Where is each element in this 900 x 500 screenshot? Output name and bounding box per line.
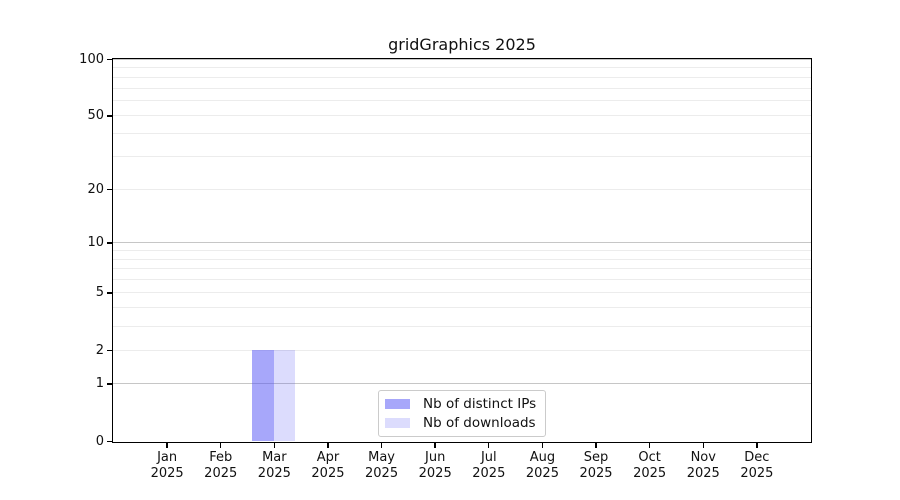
bar-nb-of-distinct-ips [252,350,274,441]
y-axis-tick [107,440,112,443]
gridline-minor [113,279,811,281]
legend-label: Nb of downloads [423,415,536,432]
gridline-minor [113,133,811,135]
x-axis-tick [220,443,222,448]
gridline-minor [113,67,811,69]
y-axis-tick-label: 0 [95,433,104,449]
y-axis-tick [107,115,112,117]
y-axis-tick [107,188,112,191]
x-axis-tick-label: Jul 2025 [472,450,506,481]
x-axis-tick [648,443,651,448]
gridline-minor [113,258,811,260]
gridline-minor [113,115,811,117]
y-axis-tick [107,242,112,244]
x-axis-tick [702,443,704,448]
gridline-minor [113,325,811,327]
y-axis-tick [107,58,112,61]
x-axis-tick-label: Oct 2025 [633,450,667,481]
x-axis-tick [434,443,436,448]
x-axis-tick-label: Apr 2025 [311,450,345,481]
x-axis-tick [541,443,544,448]
x-axis-tick [166,443,168,448]
legend-swatch-distinct-ips [385,398,410,409]
gridline-minor [113,76,811,78]
x-axis-tick-label: Jan 2025 [150,450,184,481]
gridline-minor [113,249,811,251]
x-axis-tick [380,443,383,448]
x-axis-tick-label: May 2025 [365,450,399,481]
gridline-minor [113,292,811,294]
gridline-minor [113,307,811,309]
gridline-minor [113,156,811,158]
gridline-minor [113,100,811,102]
x-axis-tick [488,443,490,448]
x-axis-tick-label: Aug 2025 [525,450,559,481]
gridline-major [113,383,811,385]
y-axis-tick [107,349,112,352]
x-axis-tick [756,443,758,448]
legend-item: Nb of downloads [385,415,539,431]
y-axis-tick-label: 10 [87,235,104,251]
y-axis-tick [107,383,112,385]
gridline-major [113,58,811,60]
plot-area [112,58,812,443]
x-axis-tick-label: Mar 2025 [257,450,291,481]
legend-swatch-downloads [385,418,410,429]
gridline-minor [113,188,811,190]
y-axis-tick-label: 100 [79,51,104,67]
y-axis-tick-label: 50 [87,108,104,124]
x-axis-tick [595,443,597,448]
x-axis-tick-label: Nov 2025 [686,450,720,481]
x-axis-tick-label: Feb 2025 [204,450,238,481]
x-axis-tick-label: Dec 2025 [740,450,774,481]
x-axis-tick [273,443,276,448]
x-axis-tick [327,443,329,448]
y-axis-tick-label: 1 [95,376,104,392]
gridline-minor [113,87,811,89]
x-axis-tick-label: Sep 2025 [579,450,613,481]
y-axis-tick-label: 5 [95,285,104,301]
gridline-major [113,242,811,244]
y-axis-tick-label: 20 [87,181,104,197]
legend-item: Nb of distinct IPs [385,396,539,412]
gridline-minor [113,349,811,351]
legend-label: Nb of distinct IPs [423,395,537,412]
legend: Nb of distinct IPs Nb of downloads [378,390,546,437]
y-axis-tick-label: 2 [95,342,104,358]
bar-nb-of-downloads [273,350,296,441]
y-axis-tick [107,292,112,294]
x-axis-tick-label: Jun 2025 [418,450,452,481]
gridline-minor [113,268,811,270]
chart-title: gridGraphics 2025 [388,35,536,54]
